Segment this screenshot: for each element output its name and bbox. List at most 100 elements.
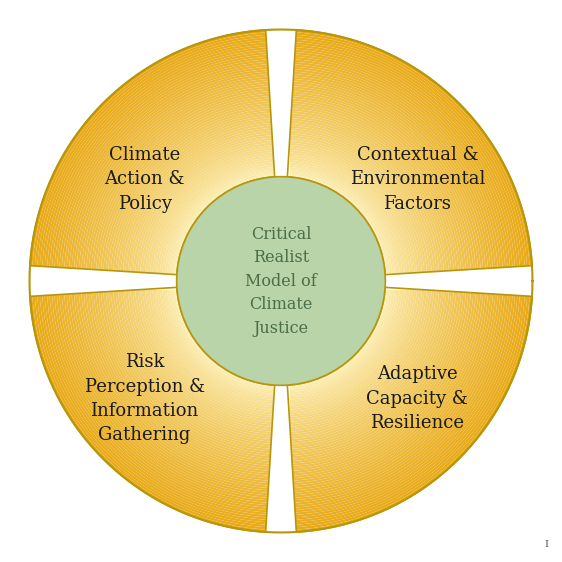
Wedge shape xyxy=(118,291,271,444)
Text: Contextual &
Environmental
Factors: Contextual & Environmental Factors xyxy=(350,146,485,212)
Wedge shape xyxy=(293,293,481,481)
Wedge shape xyxy=(74,293,269,488)
Wedge shape xyxy=(133,133,272,272)
Wedge shape xyxy=(135,135,272,272)
Wedge shape xyxy=(293,84,478,269)
Wedge shape xyxy=(295,52,510,267)
Wedge shape xyxy=(292,292,456,456)
Wedge shape xyxy=(292,103,459,270)
Wedge shape xyxy=(293,81,481,269)
Wedge shape xyxy=(150,289,273,412)
Wedge shape xyxy=(147,289,273,415)
Wedge shape xyxy=(293,293,478,478)
Wedge shape xyxy=(111,111,271,271)
Wedge shape xyxy=(288,170,392,274)
Wedge shape xyxy=(67,294,268,495)
Wedge shape xyxy=(160,160,274,274)
Wedge shape xyxy=(49,49,267,267)
Wedge shape xyxy=(289,145,417,273)
Wedge shape xyxy=(42,42,266,266)
Wedge shape xyxy=(292,292,466,466)
Wedge shape xyxy=(106,106,270,270)
Wedge shape xyxy=(172,288,274,390)
Wedge shape xyxy=(296,42,520,266)
Wedge shape xyxy=(69,69,268,268)
Wedge shape xyxy=(291,291,446,446)
Wedge shape xyxy=(294,294,505,505)
Wedge shape xyxy=(293,87,475,269)
Wedge shape xyxy=(292,292,461,461)
Wedge shape xyxy=(103,292,270,459)
Wedge shape xyxy=(288,288,400,400)
Wedge shape xyxy=(291,123,439,271)
Wedge shape xyxy=(287,174,388,275)
Wedge shape xyxy=(289,289,422,422)
Wedge shape xyxy=(71,71,268,268)
Wedge shape xyxy=(84,84,269,269)
Wedge shape xyxy=(294,67,495,268)
Wedge shape xyxy=(87,87,269,269)
Wedge shape xyxy=(47,47,267,267)
Wedge shape xyxy=(101,101,270,270)
Wedge shape xyxy=(128,290,272,434)
Wedge shape xyxy=(79,79,269,269)
Wedge shape xyxy=(67,67,268,268)
Wedge shape xyxy=(290,133,429,272)
Wedge shape xyxy=(55,55,268,268)
Wedge shape xyxy=(294,71,491,268)
Wedge shape xyxy=(292,101,461,270)
Wedge shape xyxy=(145,145,273,273)
Text: Adaptive
Capacity &
Resilience: Adaptive Capacity & Resilience xyxy=(366,365,468,432)
Wedge shape xyxy=(108,292,270,454)
Wedge shape xyxy=(294,69,493,268)
Wedge shape xyxy=(101,292,270,461)
Wedge shape xyxy=(69,294,268,493)
Wedge shape xyxy=(49,295,267,513)
Wedge shape xyxy=(162,288,274,400)
Wedge shape xyxy=(294,64,498,268)
Wedge shape xyxy=(30,296,266,532)
Wedge shape xyxy=(292,94,468,270)
Wedge shape xyxy=(74,74,269,269)
Wedge shape xyxy=(35,296,266,527)
Wedge shape xyxy=(33,33,266,266)
Wedge shape xyxy=(167,167,274,274)
Wedge shape xyxy=(288,288,407,407)
Wedge shape xyxy=(138,289,273,424)
Wedge shape xyxy=(293,76,486,269)
Wedge shape xyxy=(111,291,271,451)
Wedge shape xyxy=(60,60,268,268)
Wedge shape xyxy=(295,295,513,513)
Wedge shape xyxy=(116,116,271,271)
Wedge shape xyxy=(125,291,271,437)
Wedge shape xyxy=(289,289,424,424)
Wedge shape xyxy=(30,30,266,266)
Wedge shape xyxy=(293,293,475,475)
Wedge shape xyxy=(47,295,267,515)
Wedge shape xyxy=(160,288,274,402)
Wedge shape xyxy=(157,288,274,405)
Wedge shape xyxy=(288,288,397,397)
Wedge shape xyxy=(130,130,272,272)
Wedge shape xyxy=(152,152,273,273)
Wedge shape xyxy=(294,294,493,493)
Wedge shape xyxy=(292,292,464,464)
Wedge shape xyxy=(292,292,459,459)
Wedge shape xyxy=(288,165,397,274)
Wedge shape xyxy=(121,291,271,441)
Wedge shape xyxy=(96,96,270,270)
Wedge shape xyxy=(57,57,268,268)
Wedge shape xyxy=(57,294,268,505)
Wedge shape xyxy=(289,150,412,273)
Wedge shape xyxy=(296,296,525,525)
Wedge shape xyxy=(291,121,441,271)
Wedge shape xyxy=(289,289,419,419)
Wedge shape xyxy=(113,291,271,449)
Wedge shape xyxy=(296,296,532,532)
Wedge shape xyxy=(81,293,269,481)
Wedge shape xyxy=(291,113,449,271)
Wedge shape xyxy=(289,289,412,412)
Text: Critical
Realist
Model of
Climate
Justice: Critical Realist Model of Climate Justic… xyxy=(245,225,317,337)
Wedge shape xyxy=(143,289,273,419)
Wedge shape xyxy=(113,113,271,271)
